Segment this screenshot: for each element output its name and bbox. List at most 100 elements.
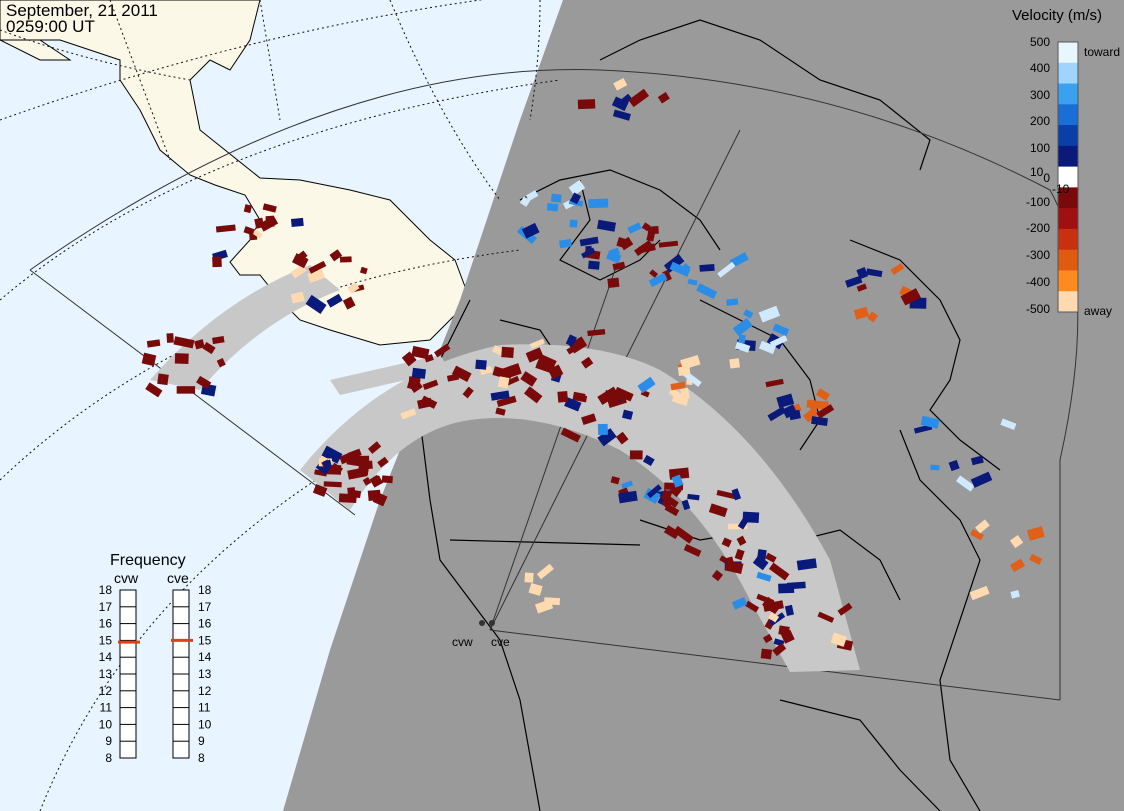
velocity-cell	[550, 193, 562, 203]
velocity-cell	[671, 474, 684, 488]
velocity-cell	[566, 344, 578, 355]
velocity-cell	[173, 336, 195, 349]
velocity-cell	[802, 407, 820, 423]
velocity-cell	[763, 600, 784, 612]
velocity-cell	[529, 338, 545, 349]
velocity-cell	[292, 253, 309, 269]
velocity-cell	[768, 611, 780, 623]
velocity-cell	[778, 625, 790, 636]
site-label-cve: cve	[491, 635, 510, 649]
velocity-cell	[806, 399, 826, 410]
velocity-cell	[369, 474, 383, 488]
velocity-cell	[683, 543, 702, 557]
velocity-cell	[1000, 418, 1017, 431]
velocity-cell	[496, 395, 517, 408]
velocity-cell	[588, 198, 609, 209]
day-land	[0, 0, 471, 346]
velocity-cell	[262, 203, 277, 213]
velocity-cell	[145, 382, 163, 398]
velocity-cell	[359, 266, 368, 275]
velocity-cell	[845, 275, 863, 288]
velocity-cell	[606, 250, 622, 264]
velocity-cell	[817, 611, 835, 623]
legend-tick-label: 300	[1030, 88, 1050, 102]
frequency-tick-right: 8	[198, 751, 205, 765]
velocity-cell	[658, 240, 679, 248]
velocity-cell	[900, 288, 921, 306]
velocity-cell	[769, 335, 788, 348]
velocity-cell	[290, 291, 305, 304]
velocity-cell	[816, 404, 835, 419]
velocity-cell	[497, 376, 510, 389]
velocity-cell	[166, 333, 174, 343]
legend-tick-label: 100	[1030, 141, 1050, 155]
frequency-tick-right: 16	[198, 617, 212, 631]
velocity-cell	[621, 480, 634, 489]
frequency-tick-right: 12	[198, 684, 212, 698]
legend-tick-label: -100	[1026, 195, 1050, 209]
frequency-scale: 18 18 17 17 16 16 15 15 14 14 13 13 12 12 11 11 10 10 9 9 8 8	[99, 583, 212, 765]
velocity-cell	[212, 336, 225, 345]
velocity-cell	[202, 341, 216, 355]
frequency-tick-left: 8	[105, 751, 112, 765]
velocity-cell	[433, 343, 451, 358]
velocity-cell	[756, 571, 772, 582]
velocity-cell	[642, 454, 655, 467]
velocity-cell	[708, 503, 728, 518]
velocity-cell	[913, 424, 933, 434]
frequency-tick-left: 15	[99, 633, 113, 647]
velocity-cell	[629, 450, 643, 460]
legend-tick-label: 500	[1030, 35, 1050, 49]
velocity-cell	[786, 581, 806, 590]
site-marker-cve	[489, 620, 495, 626]
velocity-cell	[564, 397, 582, 412]
velocity-cell	[546, 202, 559, 212]
legend-color-swatch	[1058, 228, 1078, 251]
frequency-tick-right: 14	[198, 650, 212, 664]
velocity-cell	[612, 261, 626, 271]
velocity-cell	[837, 602, 853, 616]
velocity-cell	[581, 247, 596, 259]
velocity-cell	[565, 334, 577, 347]
velocity-cell	[673, 525, 694, 544]
velocity-cell	[637, 376, 656, 394]
velocity-cell	[212, 256, 222, 268]
frequency-tick-left: 18	[99, 583, 113, 597]
velocity-cells	[141, 77, 1045, 660]
velocity-cell	[580, 356, 594, 369]
legend-tick-label: -300	[1026, 248, 1050, 262]
velocity-cell	[724, 559, 744, 575]
velocity-cell	[568, 179, 586, 196]
velocity-cell	[1026, 526, 1045, 541]
legend-color-swatch	[1058, 125, 1078, 147]
frequency-tick-right: 15	[198, 633, 212, 647]
velocity-cell	[401, 351, 417, 367]
frequency-tick-right: 17	[198, 600, 212, 614]
velocity-cell	[525, 347, 544, 363]
velocity-cell	[322, 459, 332, 469]
frequency-radar-cvw: cvw	[114, 570, 139, 586]
velocity-cell	[579, 236, 599, 247]
velocity-cell	[521, 222, 540, 239]
velocity-cell	[796, 558, 817, 571]
velocity-cell	[680, 354, 701, 370]
legend-color-swatch	[1058, 270, 1078, 292]
velocity-cell	[970, 471, 993, 488]
velocity-cell	[495, 407, 506, 416]
velocity-cell	[930, 464, 940, 471]
velocity-cell	[329, 249, 343, 262]
legend-toward-label: toward	[1084, 45, 1120, 59]
velocity-cell	[737, 517, 749, 530]
velocity-cell	[347, 448, 362, 460]
velocity-cell	[411, 367, 427, 379]
legend-color-swatch	[1058, 83, 1078, 105]
velocity-cell	[557, 391, 569, 403]
velocity-cell	[627, 222, 642, 234]
legend-away-label: away	[1084, 304, 1112, 318]
velocity-cell	[1009, 558, 1026, 573]
velocity-cell	[731, 488, 742, 501]
velocity-cell	[296, 250, 308, 262]
velocity-cell	[711, 569, 724, 582]
velocity-cell	[520, 371, 538, 387]
velocity-cell	[491, 345, 505, 356]
